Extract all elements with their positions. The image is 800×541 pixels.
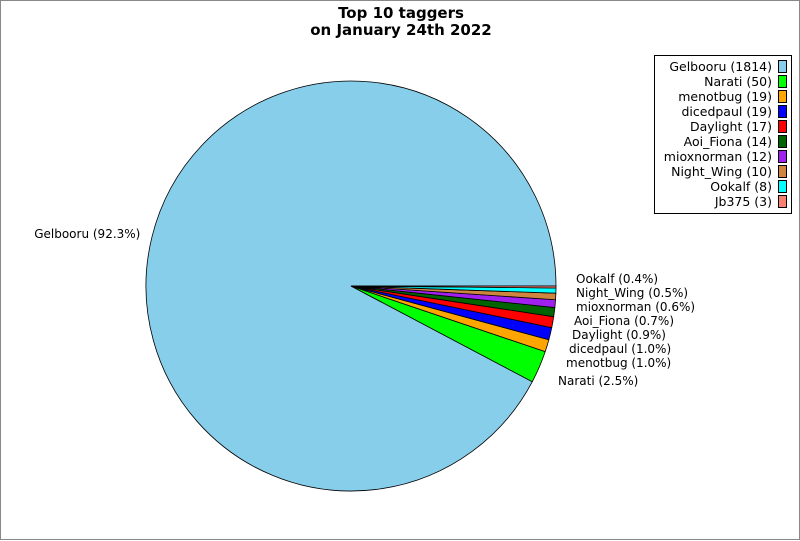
legend-item-jb375: Jb375 (3) — [655, 194, 791, 209]
slice-label-aoi_fiona: Aoi_Fiona (0.7%) — [574, 314, 674, 328]
legend-item-narati: Narati (50) — [655, 74, 791, 89]
pie-slice-jb375 — [350, 285, 557, 289]
legend-item-mioxnorman: mioxnorman (12) — [655, 149, 791, 164]
legend-item-menotbug: menotbug (19) — [655, 89, 791, 104]
legend-item-ookalf: Ookalf (8) — [655, 179, 791, 194]
slice-label-mioxnorman: mioxnorman (0.6%) — [576, 300, 695, 314]
legend-swatch — [778, 90, 787, 103]
slice-label-daylight: Daylight (0.9%) — [572, 328, 666, 342]
slice-label-narati: Narati (2.5%) — [558, 374, 638, 388]
legend-label: menotbug (19) — [678, 89, 772, 104]
chart-title-line-2: on January 24th 2022 — [310, 21, 492, 39]
legend-item-daylight: Daylight (17) — [655, 119, 791, 134]
legend-swatch — [778, 105, 787, 118]
legend-item-night_wing: Night_Wing (10) — [655, 164, 791, 179]
legend-label: Daylight (17) — [689, 119, 772, 134]
legend-label: Gelbooru (1814) — [669, 59, 772, 74]
legend-label: Jb375 (3) — [714, 194, 772, 209]
slice-label-ookalf: Ookalf (0.4%) — [576, 272, 658, 286]
legend-swatch — [778, 165, 787, 178]
legend-item-aoi_fiona: Aoi_Fiona (14) — [655, 134, 791, 149]
legend-label: Night_Wing (10) — [671, 164, 772, 179]
legend-swatch — [778, 75, 787, 88]
legend-swatch — [778, 60, 787, 73]
slice-label-gelbooru: Gelbooru (92.3%) — [34, 227, 140, 241]
slice-label-night_wing: Night_Wing (0.5%) — [576, 286, 688, 300]
legend-label: Ookalf (8) — [710, 179, 772, 194]
legend-swatch — [778, 150, 787, 163]
legend-swatch — [778, 180, 787, 193]
legend-label: dicedpaul (19) — [681, 104, 772, 119]
legend: Gelbooru (1814) Narati (50) menotbug (19) d… — [654, 55, 792, 214]
legend-label: mioxnorman (12) — [663, 149, 772, 164]
legend-item-gelbooru: Gelbooru (1814) — [655, 59, 791, 74]
legend-item-dicedpaul: dicedpaul (19) — [655, 104, 791, 119]
slice-label-menotbug: menotbug (1.0%) — [566, 356, 671, 370]
legend-swatch — [778, 135, 787, 148]
legend-label: Aoi_Fiona (14) — [683, 134, 772, 149]
legend-swatch — [778, 120, 787, 133]
chart-title-line-1: Top 10 taggers — [338, 4, 464, 22]
legend-swatch — [778, 195, 787, 208]
slice-label-dicedpaul: dicedpaul (1.0%) — [569, 342, 671, 356]
chart-title: Top 10 taggers on January 24th 2022 — [1, 5, 800, 39]
legend-label: Narati (50) — [704, 74, 772, 89]
